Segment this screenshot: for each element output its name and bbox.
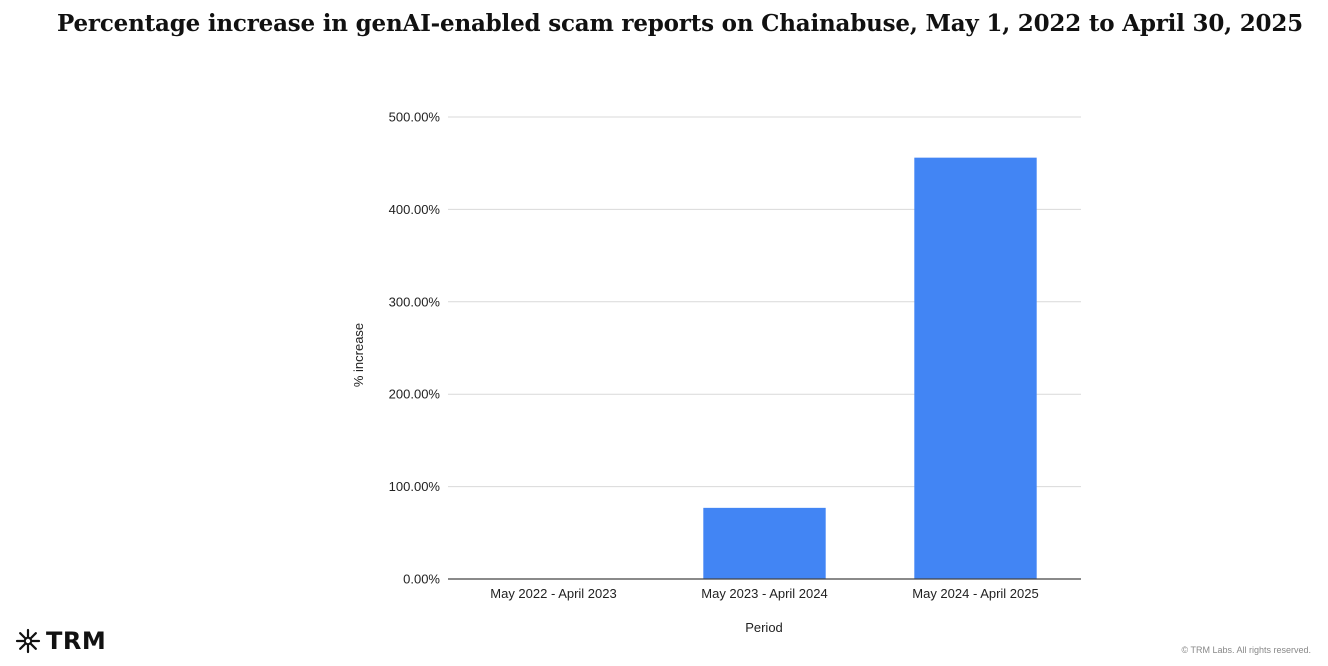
copyright-notice: © TRM Labs. All rights reserved. [1181, 645, 1311, 655]
trm-asterisk-icon [15, 628, 41, 654]
y-axis-label: % increase [351, 323, 366, 387]
trm-logo: TRM [14, 626, 106, 656]
chart-title: Percentage increase in genAI-enabled sca… [57, 10, 1303, 37]
x-axis-label: Period [745, 620, 783, 635]
bar [914, 157, 1037, 579]
y-tick-labels: 0.00% 100.00% 200.00% 300.00% 400.00% 500.00% [389, 110, 441, 587]
y-tick-label: 200.00% [389, 387, 441, 402]
y-tick-label: 0.00% [403, 572, 440, 587]
x-tick-labels: May 2022 - April 2023 May 2023 - April 20… [490, 586, 1038, 601]
x-tick-label: May 2022 - April 2023 [490, 586, 616, 601]
x-tick-label: May 2023 - April 2024 [701, 586, 827, 601]
logo-text: TRM [46, 627, 107, 655]
bars [703, 157, 1037, 579]
y-tick-label: 400.00% [389, 202, 441, 217]
y-tick-label: 300.00% [389, 294, 441, 309]
x-tick-label: May 2024 - April 2025 [912, 586, 1038, 601]
y-tick-label: 500.00% [389, 110, 441, 125]
y-tick-label: 100.00% [389, 479, 441, 494]
bar [703, 507, 826, 579]
